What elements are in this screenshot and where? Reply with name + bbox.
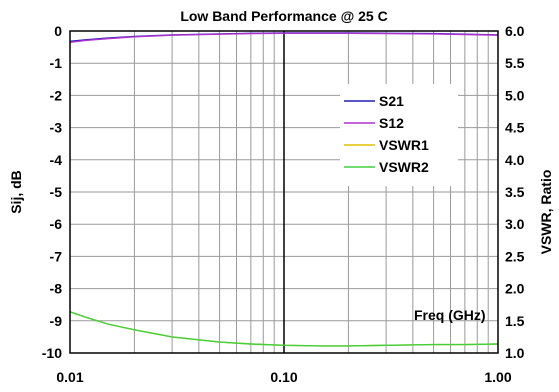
y-tick-label: -2: [50, 87, 63, 103]
y2-tick-label: 2.5: [505, 248, 525, 264]
y-tick-label: -6: [50, 216, 63, 232]
y2-tick-label: 1.0: [505, 345, 525, 361]
chart-title: Low Band Performance @ 25 C: [180, 8, 387, 24]
y2-axis-title: VSWR, Ratio: [538, 170, 554, 255]
y2-tick-label: 6.0: [505, 23, 525, 39]
y-tick-label: -4: [50, 152, 63, 168]
y2-tick-label: 2.0: [505, 281, 525, 297]
legend-label-s21: S21: [379, 93, 404, 109]
legend: S21 S12 VSWR1 VSWR2: [340, 84, 458, 186]
series-layer: [69, 32, 499, 347]
y-tick-label: -8: [50, 281, 63, 297]
series-line-s12: [69, 32, 499, 43]
x-tick-label: 1.00: [484, 369, 511, 385]
y2-tick-label: 4.0: [505, 152, 525, 168]
y-tick-labels: 0 -1 -2 -3 -4 -5 -6 -7 -8 -9 -10: [42, 23, 62, 361]
y-axis-title: Sij, dB: [8, 170, 24, 214]
y2-tick-label: 3.0: [505, 216, 525, 232]
y-tick-label: -3: [50, 120, 63, 136]
y2-tick-label: 3.5: [505, 184, 525, 200]
y2-tick-labels: 6.0 5.5 5.0 4.5 4.0 3.5 3.0 2.5 2.0 1.5 1.0: [505, 23, 525, 361]
legend-label-s12: S12: [379, 115, 404, 131]
x-tick-labels: 0.01 0.10 1.00: [56, 369, 511, 385]
y-tick-label: -7: [50, 248, 63, 264]
y-tick-label: 0: [54, 23, 62, 39]
y-tick-label: -9: [50, 313, 63, 329]
x-tick-label: 0.10: [270, 369, 297, 385]
y2-tick-label: 1.5: [505, 313, 525, 329]
grid: [70, 31, 498, 353]
y2-tick-label: 5.5: [505, 55, 525, 71]
series-line-vswr2: [69, 311, 499, 347]
x-axis-title: Freq (GHz): [414, 307, 486, 323]
legend-label-vswr1: VSWR1: [379, 137, 429, 153]
plot-frame: [69, 30, 499, 354]
y2-tick-label: 4.5: [505, 120, 525, 136]
y-tick-label: -1: [50, 55, 63, 71]
legend-label-vswr2: VSWR2: [379, 159, 429, 175]
y-tick-label: -5: [50, 184, 63, 200]
y2-tick-label: 5.0: [505, 87, 525, 103]
y-tick-label: -10: [42, 345, 62, 361]
x-tick-label: 0.01: [56, 369, 83, 385]
